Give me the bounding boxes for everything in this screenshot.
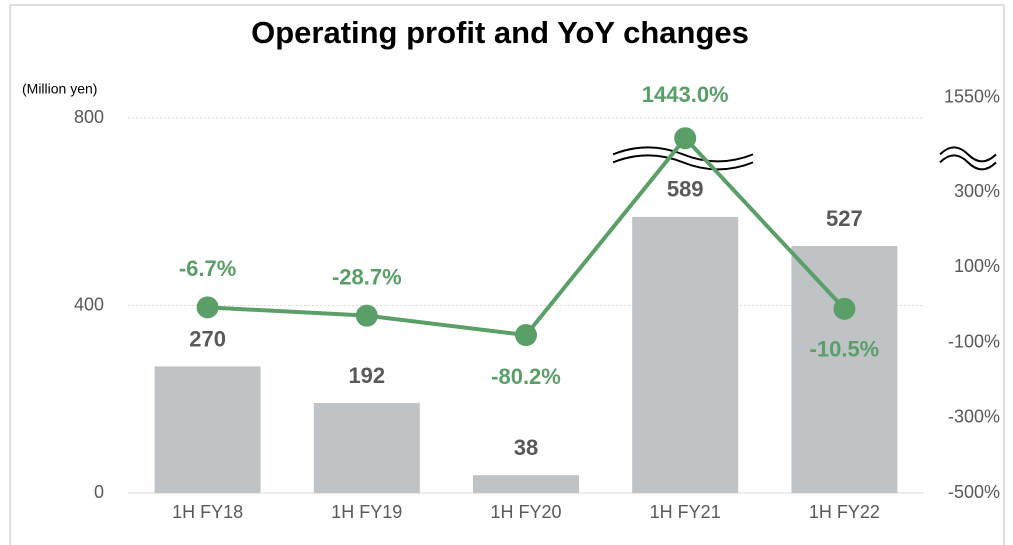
line-point <box>833 297 856 320</box>
bar <box>313 403 420 493</box>
y-tick-label: 0 <box>94 482 104 502</box>
axis-break <box>939 146 997 163</box>
axis-break <box>612 154 754 171</box>
bar <box>632 216 739 493</box>
bar <box>791 245 898 493</box>
line-point <box>674 127 697 150</box>
x-tick-label: 1H FY19 <box>331 502 402 522</box>
chart-title: Operating profit and YoY changes <box>251 15 749 50</box>
y2-tick-label: 100% <box>954 256 1000 276</box>
x-tick-label: 1H FY18 <box>172 502 243 522</box>
bar-value-label: 192 <box>348 363 385 388</box>
y2-tick-label: 1550% <box>944 87 1000 107</box>
y-tick-label: 400 <box>74 294 104 314</box>
line-point <box>355 304 378 327</box>
axis-break <box>612 146 754 163</box>
bar-value-label: 527 <box>826 206 863 231</box>
x-tick-label: 1H FY20 <box>490 502 561 522</box>
bar-value-label: 589 <box>667 177 704 202</box>
axis-break <box>939 154 997 171</box>
line-value-label: -10.5% <box>810 337 880 362</box>
chart-frame <box>9 4 1005 545</box>
x-tick-label: 1H FY21 <box>650 502 721 522</box>
line-value-label: -6.7% <box>179 256 236 281</box>
y2-tick-label: -100% <box>948 331 1000 351</box>
bar-value-label: 270 <box>189 326 226 351</box>
line-value-label: -80.2% <box>491 364 561 389</box>
bar-value-label: 38 <box>514 435 538 460</box>
bar <box>473 475 579 493</box>
x-tick-label: 1H FY22 <box>809 502 880 522</box>
line-value-label: 1443.0% <box>642 82 729 107</box>
bar <box>154 366 261 493</box>
y2-tick-label: -500% <box>948 482 1000 502</box>
y-tick-label: 800 <box>74 107 104 127</box>
y2-tick-label: -300% <box>948 407 1000 427</box>
line-point <box>196 296 219 319</box>
line-point <box>515 324 537 347</box>
y2-tick-label: 300% <box>954 181 1000 201</box>
y-axis-label: (Million yen) <box>22 81 97 97</box>
line-value-label: -28.7% <box>332 264 402 289</box>
